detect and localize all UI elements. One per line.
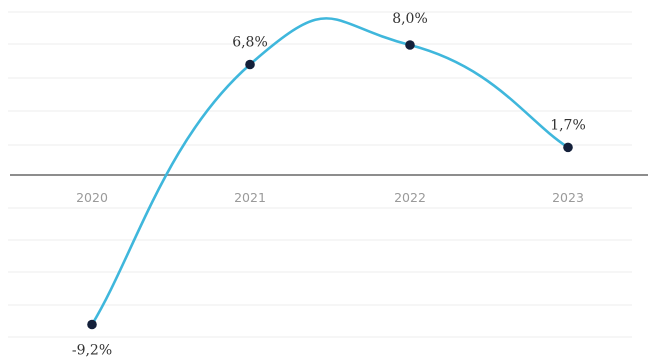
data-label-2020: -9,2% — [72, 343, 112, 358]
data-label-2021: 6,8% — [232, 35, 268, 51]
data-label-2022: 8,0% — [392, 11, 428, 27]
data-label-2023: 1,7% — [550, 117, 586, 133]
x-tick-label-2023: 2023 — [552, 190, 584, 205]
data-point-2023 — [563, 143, 573, 153]
data-point-2020 — [87, 320, 97, 330]
x-tick-label-2020: 2020 — [76, 190, 108, 205]
data-labels: -9,2% 6,8% 8,0% 1,7% — [72, 11, 586, 358]
x-tick-label-2021: 2021 — [234, 190, 266, 205]
data-point-2021 — [245, 60, 255, 70]
x-tick-label-2022: 2022 — [394, 190, 426, 205]
data-point-2022 — [405, 40, 415, 50]
series-line — [92, 18, 568, 324]
